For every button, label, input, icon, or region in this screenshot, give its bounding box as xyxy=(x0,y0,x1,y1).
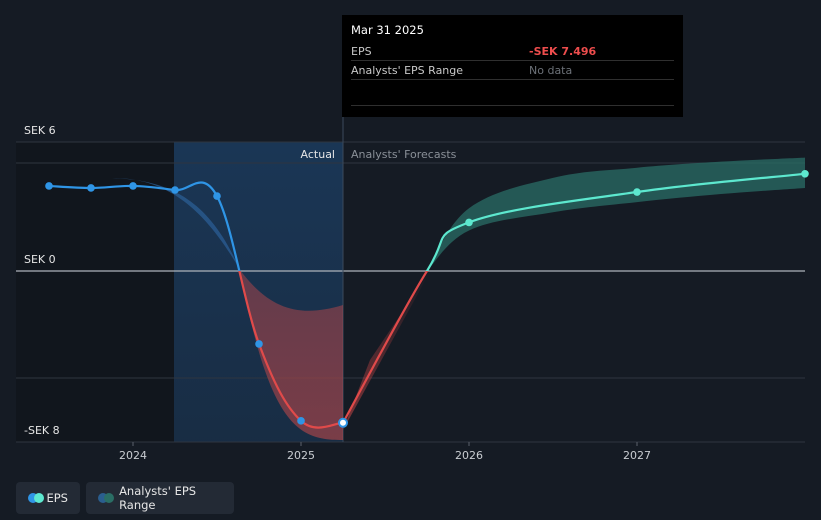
y-tick-label: -SEK 8 xyxy=(24,424,60,437)
eps-forecast-point[interactable] xyxy=(633,188,641,196)
range-legend-icon xyxy=(98,493,114,503)
forecast-range-band xyxy=(427,157,805,271)
tooltip-spacer xyxy=(351,81,674,106)
eps-forecast-point[interactable] xyxy=(465,218,473,227)
x-axis-labels: 2024 2025 2026 2027 xyxy=(119,442,651,462)
grid-lines xyxy=(16,141,805,443)
y-axis-labels: SEK 6 SEK 0 -SEK 8 xyxy=(24,124,60,437)
eps-actual-line-negative xyxy=(238,271,344,429)
x-tick-label: 2024 xyxy=(119,449,147,462)
legend-range[interactable]: Analysts' EPS Range xyxy=(86,482,234,514)
actual-label: Actual xyxy=(301,148,335,161)
x-tick-label: 2026 xyxy=(455,449,483,462)
y-tick-label: SEK 6 xyxy=(24,124,56,137)
eps-legend-icon xyxy=(28,493,44,503)
tooltip: Mar 31 2025 EPS -SEK 7.496 Analysts' EPS… xyxy=(342,15,683,117)
eps-forecast-line-negative xyxy=(342,271,429,424)
eps-forecast-line-positive xyxy=(425,172,806,271)
eps-actual-point[interactable] xyxy=(171,186,179,194)
eps-actual-point[interactable] xyxy=(297,417,305,425)
past-shade xyxy=(16,142,174,442)
forecast-label: Analysts' Forecasts xyxy=(351,148,457,161)
tooltip-range-label: Analysts' EPS Range xyxy=(351,64,464,77)
eps-actual-point[interactable] xyxy=(213,192,221,200)
x-tick-label: 2025 xyxy=(287,449,315,462)
legend-eps-label: EPS xyxy=(46,491,68,505)
eps-actual-line-positive xyxy=(48,181,241,271)
eps-actual-point[interactable] xyxy=(255,340,263,348)
forecast-negative-streak xyxy=(343,271,430,430)
tooltip-range-value: No data xyxy=(529,64,573,77)
actual-range-band xyxy=(112,178,343,440)
tooltip-row-eps: EPS -SEK 7.496 xyxy=(351,43,674,61)
y-tick-label: SEK 0 xyxy=(24,253,56,266)
tooltip-eps-label: EPS xyxy=(351,45,372,58)
legend-range-label: Analysts' EPS Range xyxy=(119,484,197,512)
eps-forecast-point[interactable] xyxy=(801,170,809,178)
eps-actual-point[interactable] xyxy=(129,182,137,190)
eps-actual-point[interactable] xyxy=(87,184,95,192)
tooltip-eps-value: -SEK 7.496 xyxy=(529,45,597,58)
tooltip-row-range: Analysts' EPS Range No data xyxy=(351,62,674,80)
legend-eps[interactable]: EPS xyxy=(16,482,80,514)
eps-selected-point[interactable] xyxy=(338,417,348,428)
eps-actual-point[interactable] xyxy=(45,182,53,190)
tooltip-date: Mar 31 2025 xyxy=(351,23,424,37)
x-tick-label: 2027 xyxy=(623,449,651,462)
